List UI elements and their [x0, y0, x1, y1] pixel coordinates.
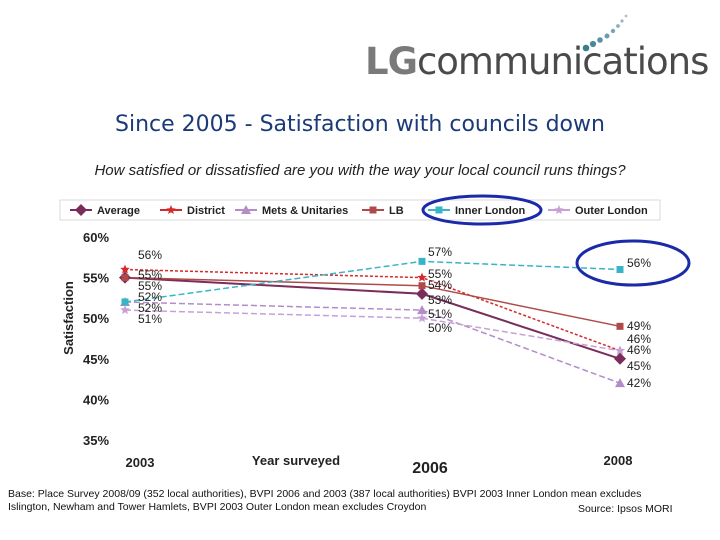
- point-district: [120, 264, 130, 274]
- data-label-district: 55%: [428, 267, 452, 281]
- point-mets-and-unitaries: [417, 305, 427, 315]
- inner-london-2008-highlight: [575, 239, 691, 287]
- data-labels: 56%55%55%52%52%51%57%55%54%53%51%50%56%4…: [138, 245, 651, 390]
- point-inner-london: [418, 257, 426, 265]
- point-outer-london: [417, 313, 427, 323]
- x-tick-label: 2003: [126, 455, 155, 470]
- data-label-lb: 54%: [428, 278, 452, 292]
- legend-label-mets-and-unitaries: Mets & Unitaries: [262, 205, 348, 217]
- legend-marker-average: [75, 204, 87, 216]
- y-tick-label: 60%: [83, 230, 109, 245]
- series-line-average: [124, 276, 621, 360]
- point-average: [416, 287, 428, 300]
- legend-marker-district: [166, 205, 176, 214]
- legend-label-inner-london: Inner London: [455, 205, 526, 217]
- series-line-lb: [124, 276, 621, 328]
- inner-london-legend-highlight: [421, 194, 543, 226]
- legend-marker-inner-london: [435, 206, 443, 214]
- y-tick-label: 35%: [83, 433, 109, 448]
- logo-prefix: LG: [365, 40, 418, 83]
- legend-marker-lb: [369, 206, 377, 214]
- point-inner-london: [616, 265, 624, 273]
- satisfaction-line-chart: Average District Mets & Unitaries LB Inner L…: [59, 194, 691, 477]
- point-inner-london: [121, 298, 129, 306]
- point-district: [417, 272, 427, 282]
- legend-label-district: District: [187, 205, 225, 217]
- base-footnote: Base: Place Survey 2008/09 (352 local au…: [8, 488, 642, 513]
- data-label-outer-london: 51%: [138, 312, 162, 326]
- point-lb: [121, 274, 129, 282]
- data-label-district: 46%: [627, 332, 651, 346]
- data-label-district: 56%: [138, 248, 162, 262]
- data-label-lb: 55%: [138, 279, 162, 293]
- legend-label-outer-london: Outer London: [575, 205, 648, 217]
- lg-communications-logo: LGcommunications: [365, 40, 709, 83]
- y-axis-label: Satisfaction: [61, 281, 76, 355]
- data-label-inner-london: 57%: [428, 245, 452, 259]
- data-label-mets-and-unitaries: 52%: [138, 301, 162, 315]
- legend-label-lb: LB: [389, 205, 404, 217]
- x-tick-label: 2008: [604, 453, 633, 468]
- data-label-mets-and-unitaries: 42%: [627, 376, 651, 390]
- data-label-inner-london: 52%: [138, 290, 162, 304]
- source-note: Source: Ipsos MORI: [578, 503, 673, 515]
- point-outer-london: [615, 345, 625, 355]
- data-label-mets-and-unitaries: 51%: [428, 307, 452, 321]
- y-tick-label: 45%: [83, 352, 109, 367]
- series-line-mets-and-unitaries: [124, 301, 621, 384]
- legend-box: [59, 199, 661, 221]
- point-lb: [418, 282, 426, 290]
- point-average: [614, 352, 626, 365]
- data-label-average: 53%: [428, 293, 452, 307]
- x-axis-label: Year surveyed: [252, 453, 340, 468]
- y-tick-label: 55%: [83, 271, 109, 286]
- series-markers: [119, 257, 626, 388]
- logo-dots-icon: [582, 14, 628, 52]
- data-label-average: 55%: [138, 268, 162, 282]
- point-mets-and-unitaries: [615, 378, 625, 388]
- series-lines: [124, 260, 621, 384]
- page-title: Since 2005 - Satisfaction with councils …: [115, 112, 605, 137]
- legend-label-average: Average: [97, 205, 140, 217]
- y-axis: 35% 40% 45% 50% 55% 60%: [83, 230, 109, 448]
- data-label-inner-london: 56%: [627, 256, 651, 270]
- legend-marker-outer-london: [554, 205, 564, 214]
- point-lb: [616, 322, 624, 330]
- data-label-lb: 49%: [627, 319, 651, 333]
- data-label-average: 45%: [627, 359, 651, 373]
- y-tick-label: 50%: [83, 311, 109, 326]
- point-outer-london: [120, 305, 130, 315]
- data-label-outer-london: 46%: [627, 343, 651, 357]
- data-label-outer-london: 50%: [428, 321, 452, 335]
- x-tick-label: 2006: [412, 460, 448, 477]
- series-line-outer-london: [124, 309, 621, 352]
- survey-question: How satisfied or dissatisfied are you wi…: [94, 162, 626, 179]
- legend-marker-mets-and-unitaries: [241, 205, 251, 214]
- x-axis: 2003 2006 2008: [126, 453, 633, 477]
- y-tick-label: 40%: [83, 392, 109, 407]
- logo-suffix: communications: [416, 40, 709, 83]
- legend: Average District Mets & Unitaries LB Inner L…: [70, 204, 648, 217]
